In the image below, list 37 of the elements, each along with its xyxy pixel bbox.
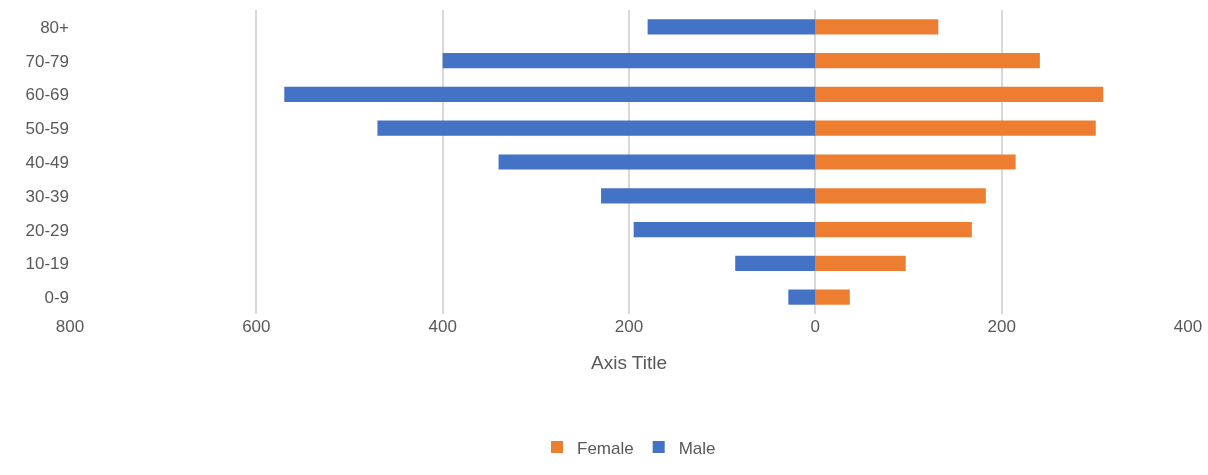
bar — [442, 53, 816, 69]
bar — [815, 19, 939, 35]
bar — [815, 289, 850, 305]
y-tick-label: 20-29 — [25, 220, 69, 240]
bar — [815, 221, 972, 238]
y-tick-label: 70-79 — [25, 51, 69, 71]
bar — [647, 19, 816, 35]
bar — [815, 255, 906, 271]
bar — [601, 188, 816, 204]
bar — [498, 154, 816, 170]
y-tick-label: 40-49 — [25, 152, 69, 172]
bar — [815, 86, 1104, 103]
bar — [815, 154, 1016, 170]
x-tick-label: 200 — [987, 317, 1016, 336]
x-tick-label: 600 — [242, 317, 271, 336]
y-tick-label: 50-59 — [25, 119, 69, 139]
bar — [377, 120, 816, 136]
bar — [788, 289, 816, 305]
x-tick-label: 400 — [1173, 317, 1203, 336]
legend-label: Male — [678, 438, 716, 458]
x-tick-label: 800 — [55, 317, 85, 336]
y-tick-label: 10-19 — [25, 254, 69, 274]
y-tick-label: 0-9 — [44, 288, 69, 308]
bar — [815, 120, 1096, 136]
y-tick-label: 30-39 — [25, 186, 69, 206]
y-tick-label: 80+ — [40, 17, 70, 37]
bar — [815, 53, 1040, 69]
legend-label: Female — [577, 438, 634, 458]
x-axis-title: Axis Title — [590, 351, 668, 373]
bar — [284, 86, 816, 103]
y-tick-label: 60-69 — [25, 85, 69, 105]
bar — [735, 255, 816, 271]
bar — [815, 188, 986, 204]
x-tick-label: 200 — [614, 317, 644, 336]
x-tick-label: 400 — [428, 317, 457, 336]
x-tick-label: 0 — [810, 317, 821, 336]
bar — [633, 221, 816, 238]
